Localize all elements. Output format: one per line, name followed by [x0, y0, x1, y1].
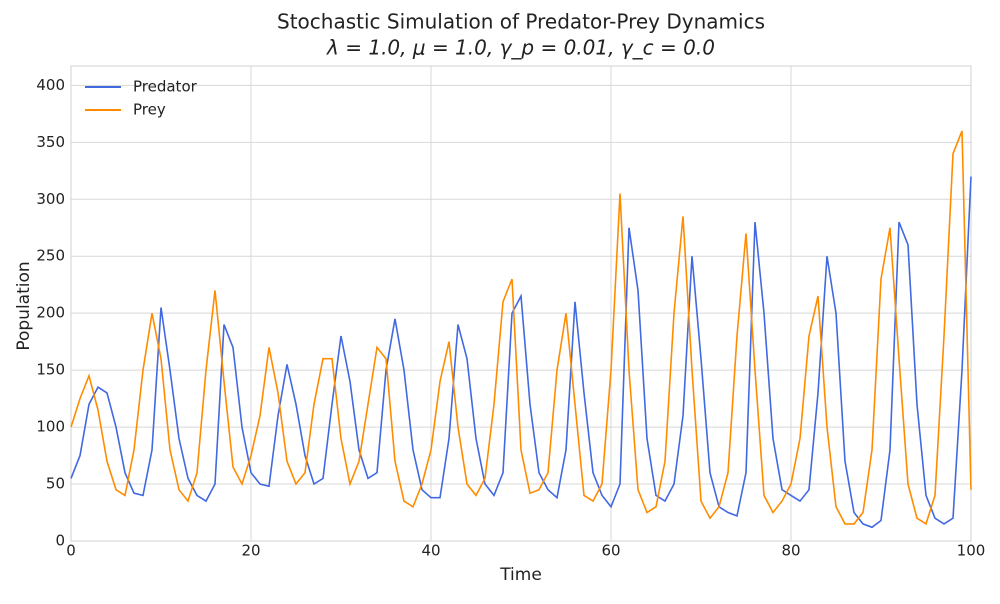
- y-tick-label: 50: [46, 475, 65, 493]
- y-tick-label: 0: [55, 532, 65, 550]
- x-tick-label: 80: [781, 542, 800, 560]
- legend-label: Predator: [133, 78, 198, 96]
- x-axis-label: Time: [499, 565, 542, 585]
- y-tick-label: 150: [36, 361, 65, 379]
- chart-subtitle: λ = 1.0, μ = 1.0, γ_p = 0.01, γ_c = 0.0: [326, 36, 715, 60]
- x-tick-label: 40: [421, 542, 440, 560]
- y-tick-label: 250: [36, 247, 65, 265]
- y-tick-label: 200: [36, 304, 65, 322]
- data-line: [70, 130, 972, 526]
- plot-frame: [70, 65, 972, 542]
- y-tick-label: 350: [36, 133, 65, 151]
- data-line: [70, 176, 972, 529]
- chart-title: Stochastic Simulation of Predator-Prey D…: [277, 10, 765, 34]
- y-axis-label: Population: [14, 261, 34, 350]
- y-tick-label: 100: [36, 418, 65, 436]
- y-tick-label: 300: [36, 190, 65, 208]
- x-tick-label: 60: [601, 542, 620, 560]
- legend-label: Prey: [133, 101, 166, 119]
- y-tick-label: 400: [36, 76, 65, 94]
- x-tick-label: 20: [241, 542, 260, 560]
- x-tick-label: 100: [957, 542, 986, 560]
- x-tick-label: 0: [66, 542, 76, 560]
